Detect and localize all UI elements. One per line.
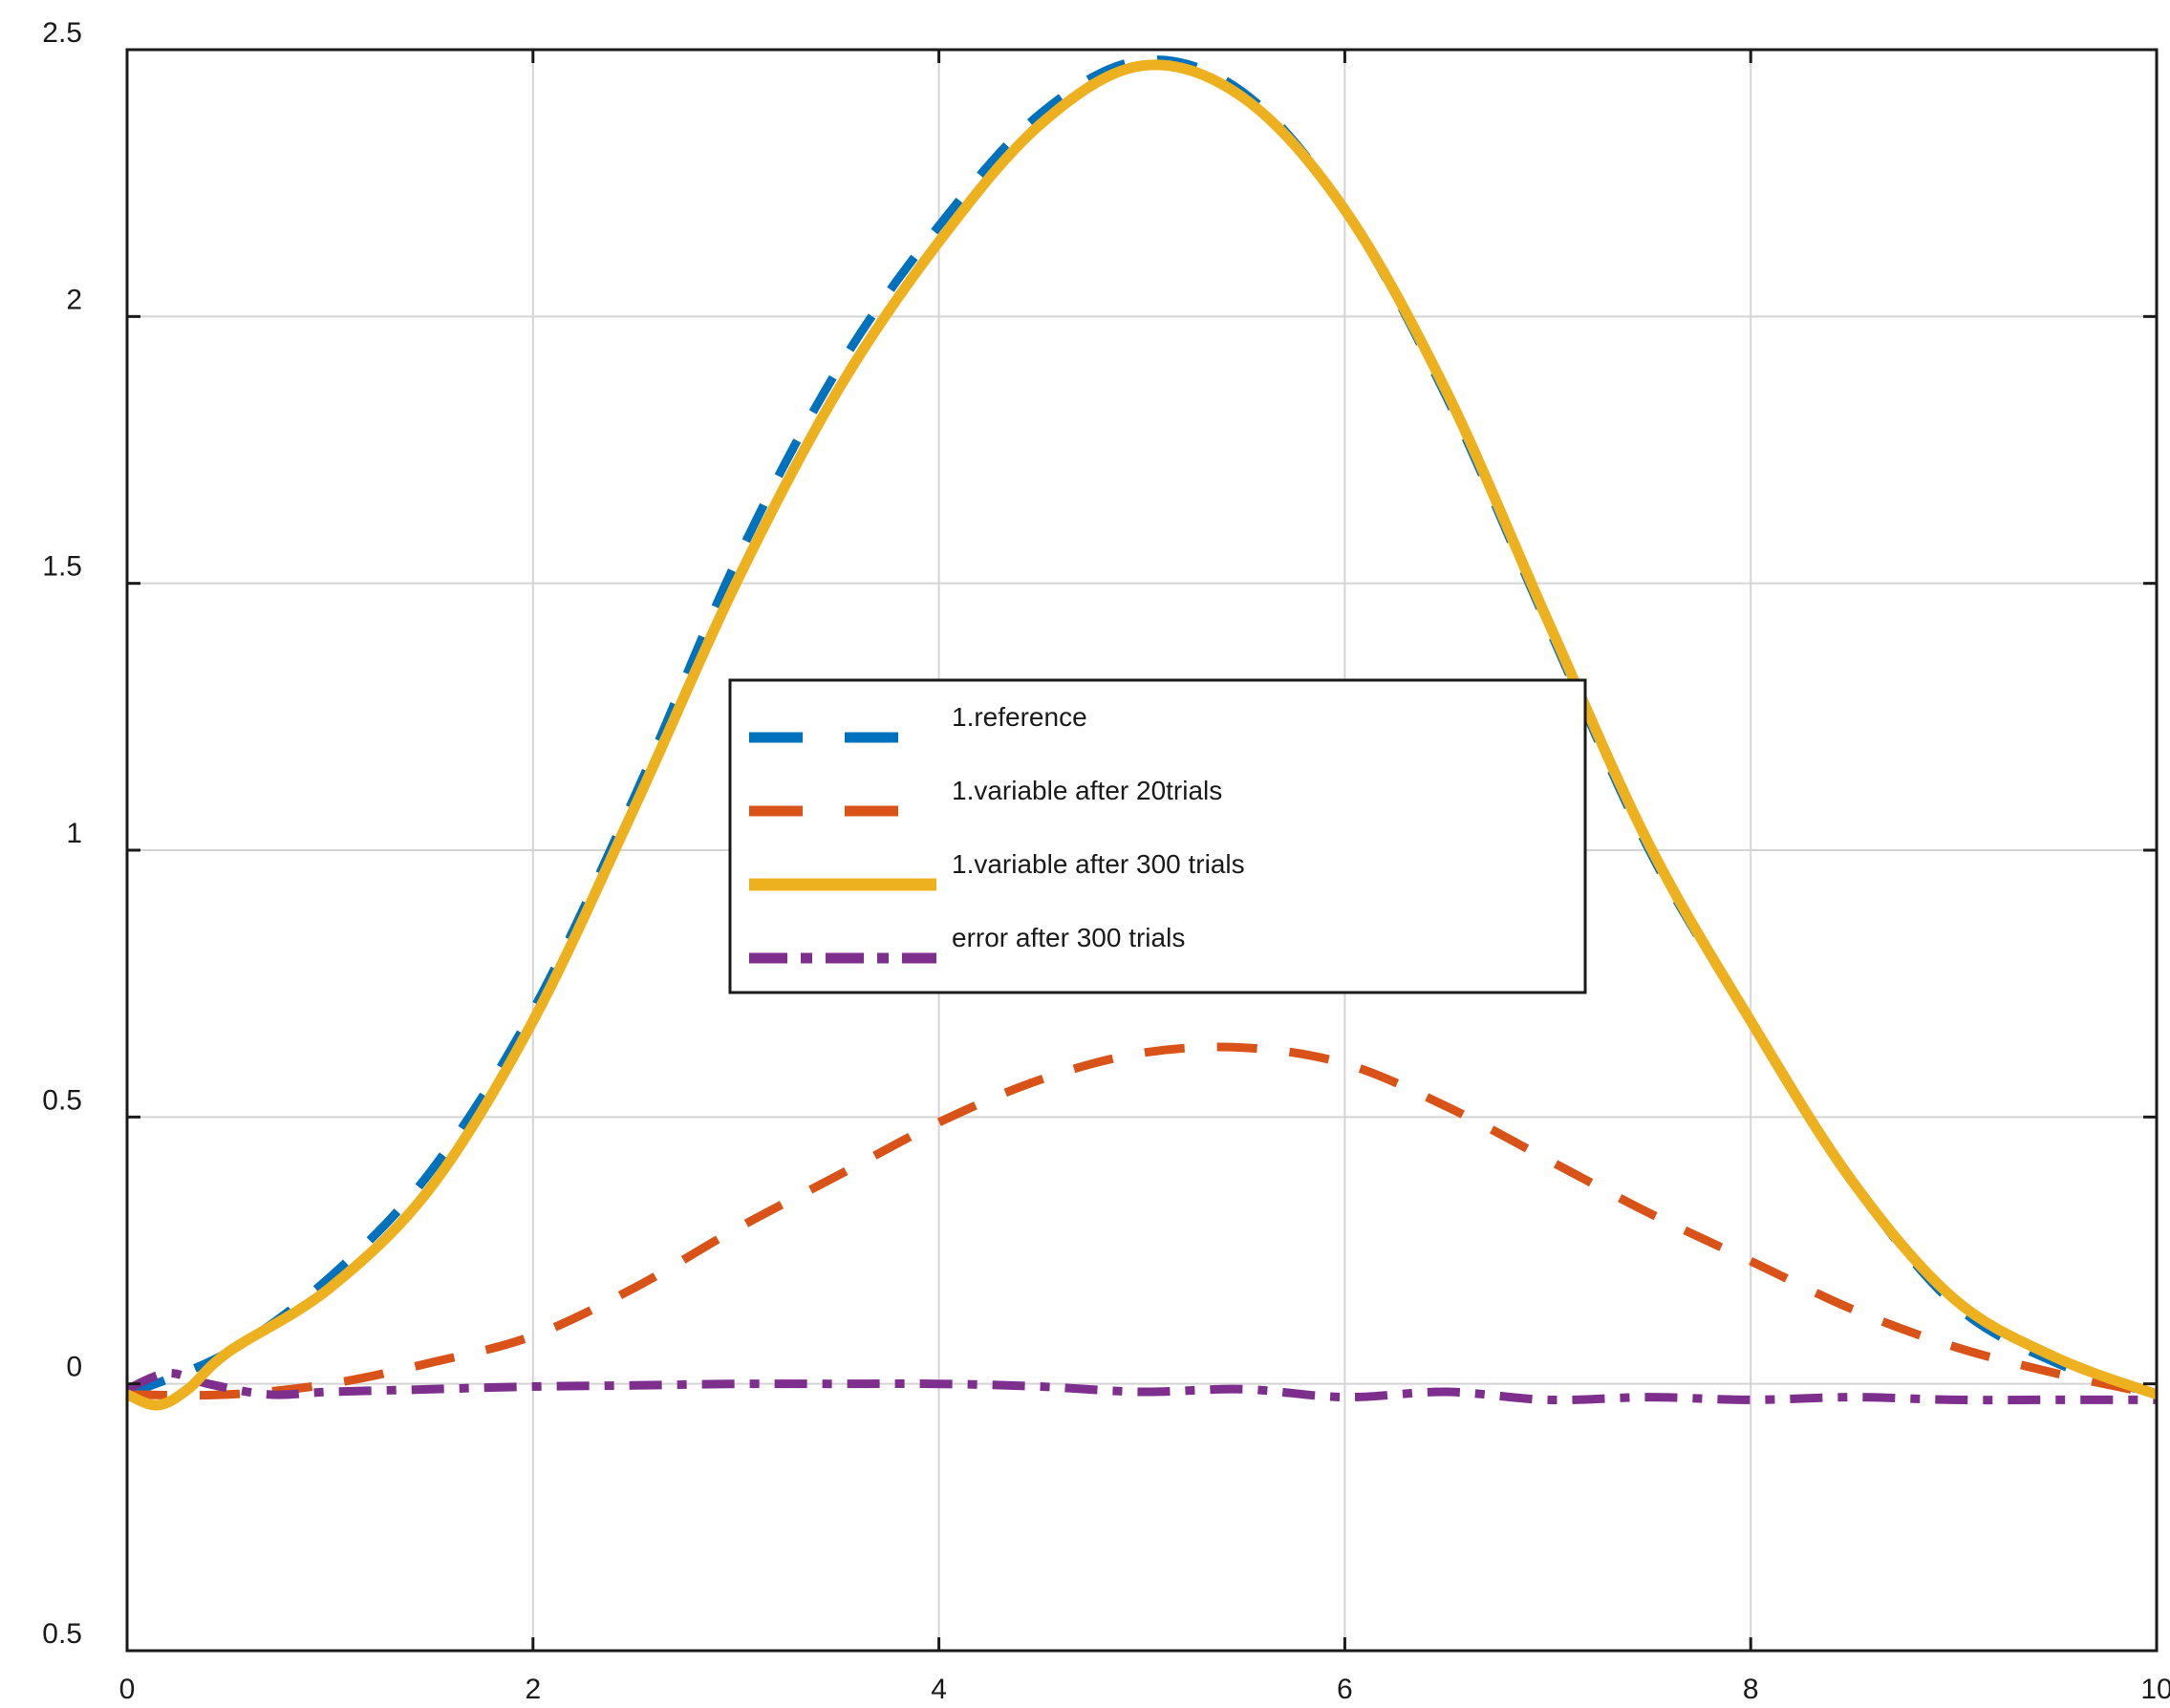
legend: 1.reference 1.variable after 20trials 1.va… xyxy=(728,678,1587,994)
legend-label: 1.variable after 300 trials xyxy=(952,849,1245,879)
legend-label: 1.reference xyxy=(952,702,1087,732)
y-tick-label: 2 xyxy=(66,284,82,315)
data-series xyxy=(124,55,2159,1411)
y-tick-label: 0 xyxy=(66,1352,82,1383)
x-tick-label: 0 xyxy=(119,1674,136,1705)
y-tick-label: 1.5 xyxy=(42,551,82,583)
series-line-3 xyxy=(125,1368,2157,1405)
series-line-2 xyxy=(124,59,2159,1411)
x-tick-label: 4 xyxy=(931,1674,947,1705)
legend-label: error after 300 trials xyxy=(952,923,1185,952)
y-tick-label: 2.5 xyxy=(42,17,82,49)
axis-ticks xyxy=(125,48,2159,1653)
axis-tick-labels: 0 2 4 6 8 10 2.5 2 1.5 1 0.5 0 0.5 xyxy=(42,17,2170,1705)
x-tick-label: 2 xyxy=(525,1674,541,1705)
legend-label: 1.variable after 20trials xyxy=(952,776,1222,805)
y-tick-label: 0.5 xyxy=(42,1618,82,1650)
y-tick-label: 0.5 xyxy=(42,1084,82,1116)
series-line-1 xyxy=(126,1042,2158,1400)
y-tick-label: 1 xyxy=(66,818,82,849)
x-tick-label: 6 xyxy=(1337,1674,1353,1705)
x-tick-label: 8 xyxy=(1743,1674,1759,1705)
x-tick-label: 10 xyxy=(2140,1674,2170,1705)
